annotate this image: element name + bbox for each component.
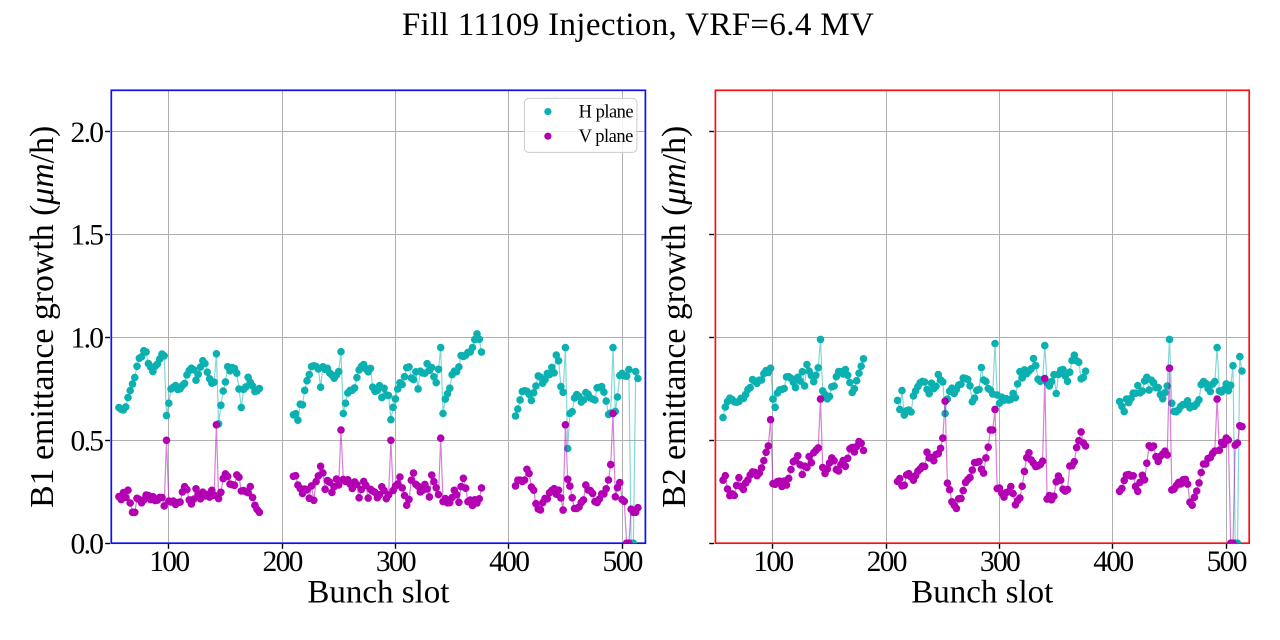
svg-text:1.0: 1.0	[71, 323, 104, 355]
svg-text:400: 400	[489, 546, 529, 578]
svg-text:500: 500	[603, 546, 643, 578]
svg-text:B2 emittance growth (μm/h): B2 emittance growth (μm/h)	[656, 126, 693, 508]
svg-text:500: 500	[1207, 546, 1247, 578]
svg-text:H plane: H plane	[579, 103, 634, 123]
svg-text:1.5: 1.5	[71, 220, 104, 252]
svg-text:300: 300	[980, 546, 1020, 578]
svg-text:0.0: 0.0	[71, 529, 104, 561]
svg-text:100: 100	[149, 546, 189, 578]
svg-text:Bunch slot: Bunch slot	[307, 575, 449, 611]
svg-text:200: 200	[867, 546, 907, 578]
svg-text:400: 400	[1093, 546, 1133, 578]
svg-text:V plane: V plane	[579, 127, 634, 147]
svg-text:300: 300	[376, 546, 416, 578]
svg-text:100: 100	[753, 546, 793, 578]
svg-text:2.0: 2.0	[71, 117, 104, 149]
svg-text:B1 emittance growth (μm/h): B1 emittance growth (μm/h)	[24, 126, 61, 508]
svg-text:Fill 11109 Injection, VRF=6.4: Fill 11109 Injection, VRF=6.4 MV	[402, 7, 874, 43]
svg-text:200: 200	[263, 546, 303, 578]
svg-text:0.5: 0.5	[71, 426, 104, 458]
svg-text:Bunch slot: Bunch slot	[911, 575, 1053, 611]
